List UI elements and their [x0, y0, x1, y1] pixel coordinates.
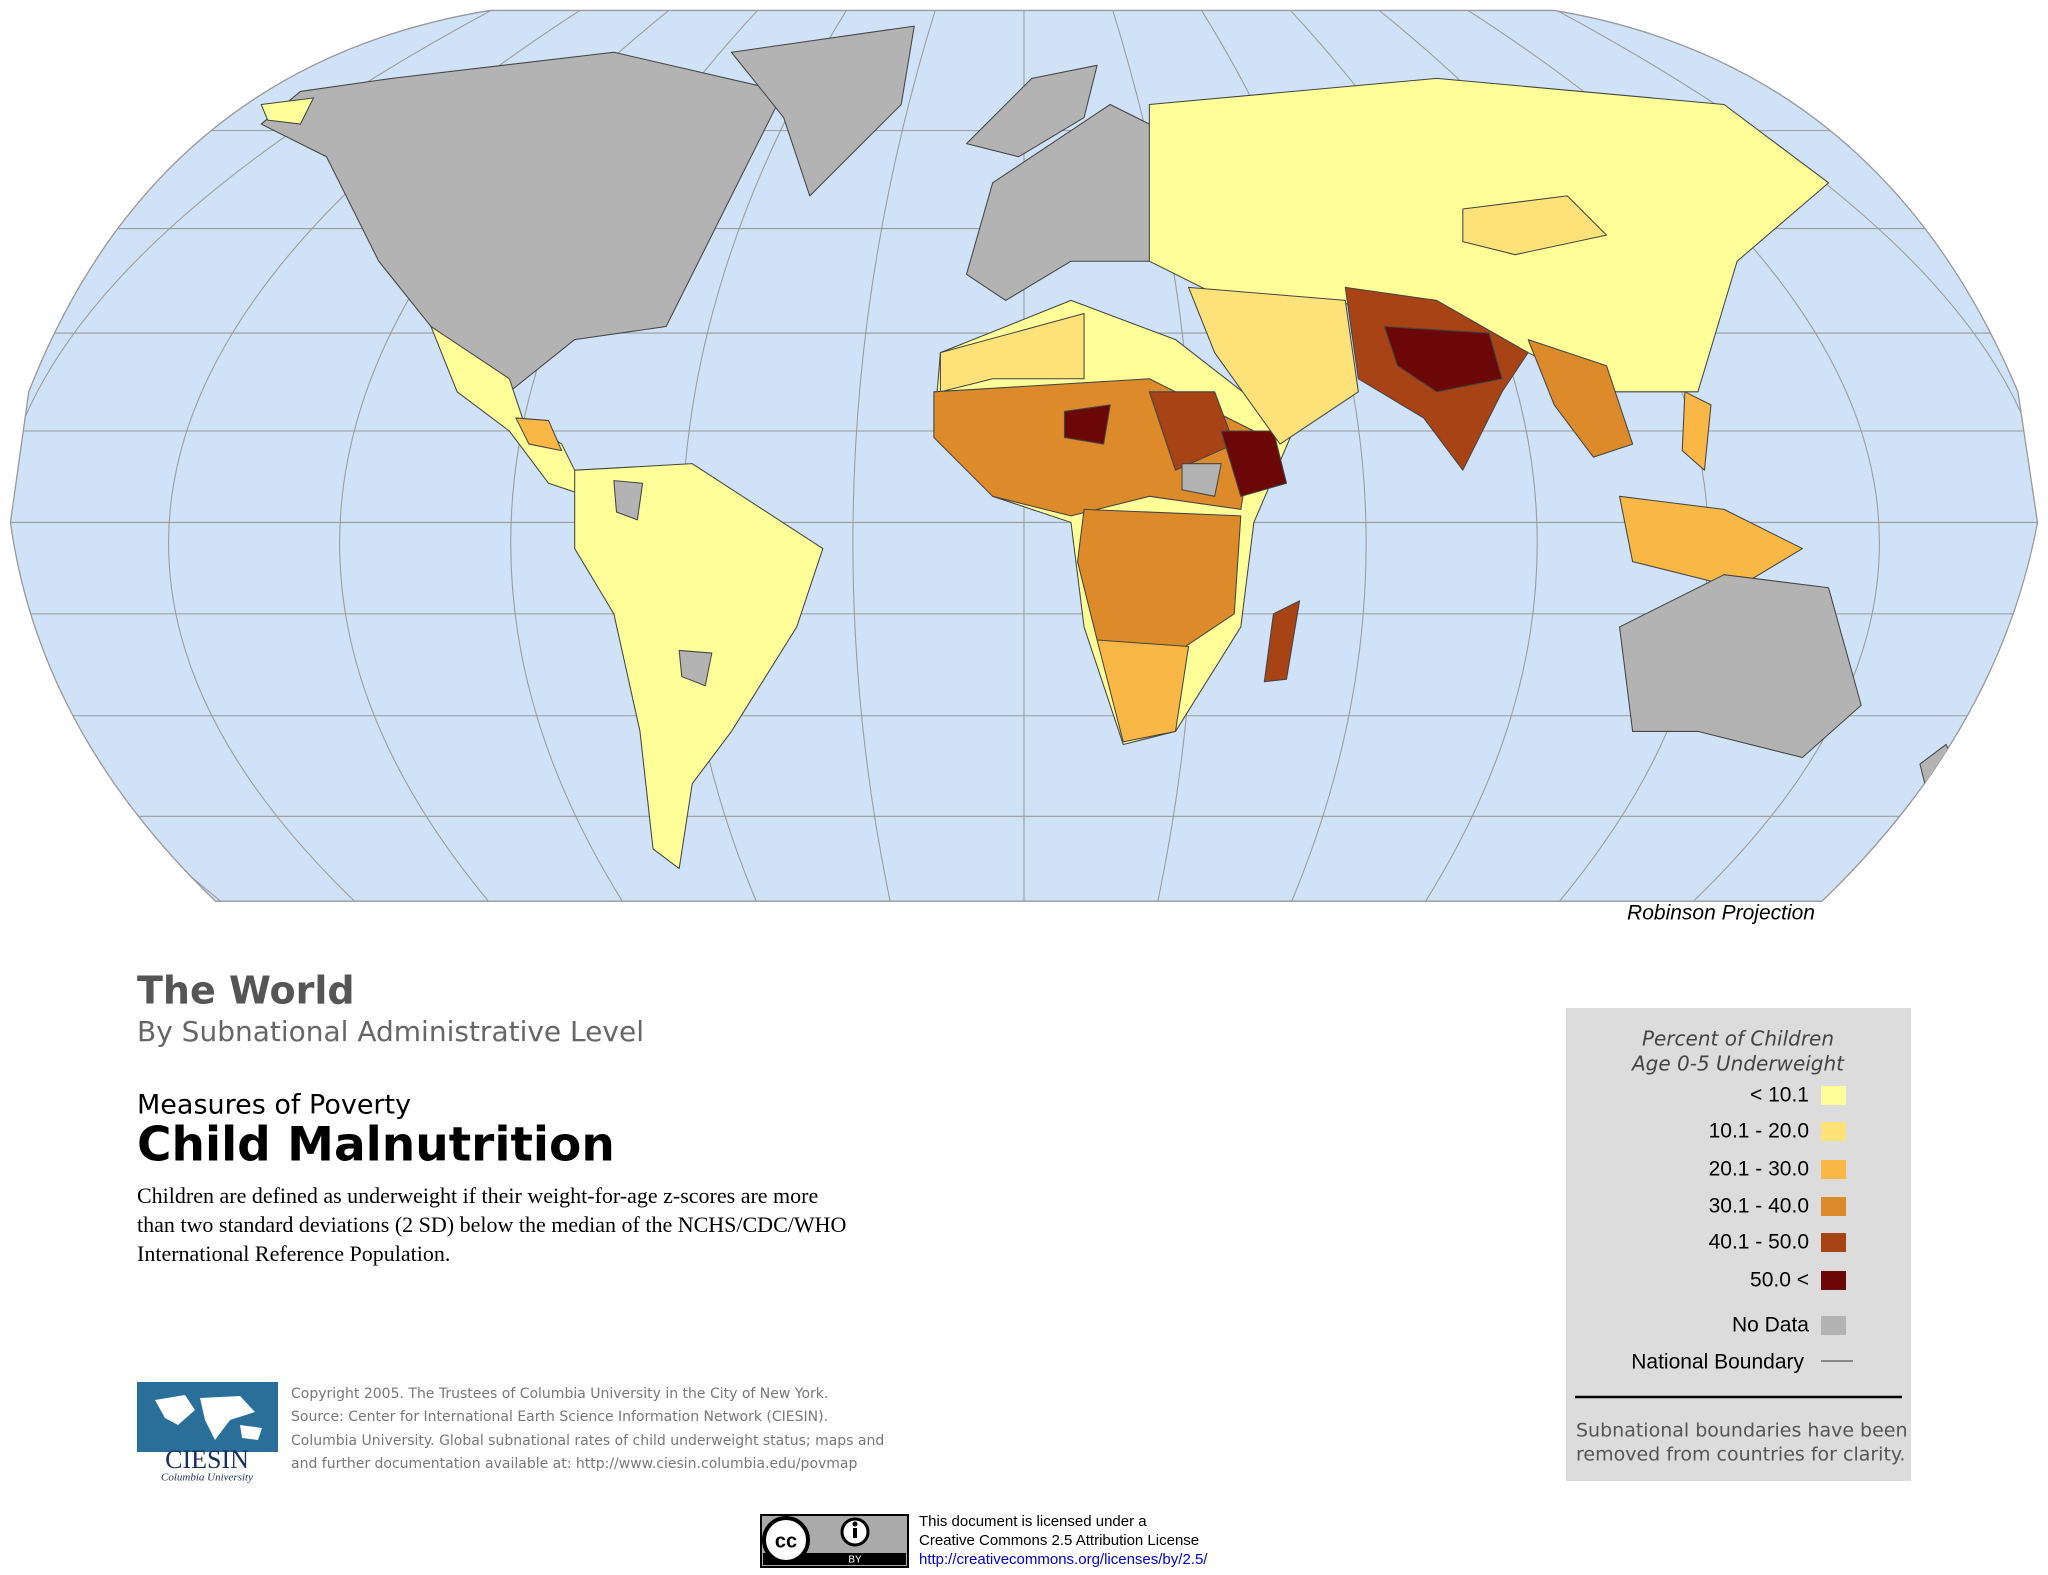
meridian: [681, 10, 847, 902]
region: [965, 103, 1163, 301]
description-line: International Reference Population.: [137, 1241, 450, 1266]
map-title: The World: [137, 969, 355, 1013]
badge-cc: cc: [775, 1530, 797, 1552]
legend-title: Age 0-5 Underweight: [1630, 1052, 1845, 1076]
license-link[interactable]: http://creativecommons.org/licenses/by/2…: [919, 1551, 1208, 1568]
region: [1619, 574, 1862, 759]
legend-label: 40.1 - 50.0: [1709, 1231, 1809, 1254]
legend-label: 10.1 - 20.0: [1709, 1120, 1809, 1143]
copyright-line: Copyright 2005. The Trustees of Columbia…: [291, 1386, 828, 1402]
projection-label: Robinson Projection: [1627, 902, 1815, 925]
region: [1063, 404, 1111, 445]
region: [939, 312, 1085, 393]
region: [1096, 639, 1190, 743]
legend-swatch: [1821, 1160, 1846, 1179]
logo-text: CIESIN: [165, 1445, 249, 1474]
description-line: Children are defined as underweight if t…: [137, 1183, 818, 1208]
logo-sub: Columbia University: [161, 1472, 253, 1484]
legend-swatch: [1821, 1086, 1846, 1105]
region: [260, 97, 314, 125]
badge-by: BY: [848, 1555, 862, 1566]
land: [260, 25, 1960, 870]
region: [1220, 430, 1288, 497]
region: [613, 480, 644, 521]
map-subtitle: By Subnational Administrative Level: [137, 1015, 644, 1048]
map: [9, 9, 2039, 902]
logo: CIESIN Columbia University: [137, 1382, 278, 1484]
legend-swatch: [1821, 1233, 1846, 1252]
region: [1188, 286, 1359, 445]
license-line: Creative Commons 2.5 Attribution License: [919, 1532, 1199, 1549]
region: [1181, 463, 1222, 497]
region: [1263, 600, 1301, 683]
topic: Measures of Poverty: [137, 1090, 411, 1121]
region: [1681, 391, 1712, 471]
legend-label: < 10.1: [1750, 1084, 1809, 1107]
legend-label: 20.1 - 30.0: [1709, 1158, 1809, 1181]
copyright-line: Source: Center for International Earth S…: [291, 1409, 828, 1425]
legend-box: [1566, 1008, 1911, 1481]
copyright-line: and further documentation available at: …: [291, 1456, 858, 1472]
legend-note: Subnational boundaries have been: [1576, 1420, 1908, 1442]
region: [1462, 195, 1608, 256]
heading: Child Malnutrition: [137, 1118, 615, 1173]
legend-swatch: [1821, 1316, 1846, 1335]
legend-label: 30.1 - 40.0: [1709, 1195, 1809, 1218]
region: [1383, 326, 1503, 393]
legend-swatch: [1821, 1197, 1846, 1216]
legend-swatch: [1821, 1122, 1846, 1141]
legend-label: National Boundary: [1631, 1351, 1804, 1374]
region: [1527, 339, 1634, 458]
legend-label: 50.0 <: [1750, 1269, 1809, 1292]
license-badge: cc BY: [760, 1514, 909, 1568]
region: [515, 417, 563, 452]
license-line: This document is licensed under a: [919, 1513, 1147, 1530]
region: [730, 25, 915, 197]
region: [1619, 495, 1803, 589]
legend-label: No Data: [1732, 1314, 1809, 1337]
region: [965, 64, 1098, 158]
copyright-line: Columbia University. Global subnational …: [291, 1433, 884, 1449]
legend: Percent of Children Age 0-5 Underweight …: [1566, 1008, 1911, 1481]
legend-title: Percent of Children: [1642, 1027, 1834, 1051]
legend-swatch: [1821, 1271, 1846, 1290]
region: [678, 649, 713, 687]
description-line: than two standard deviations (2 SD) belo…: [137, 1212, 846, 1237]
legend-note: removed from countries for clarity.: [1576, 1444, 1905, 1466]
meridian: [852, 10, 936, 902]
